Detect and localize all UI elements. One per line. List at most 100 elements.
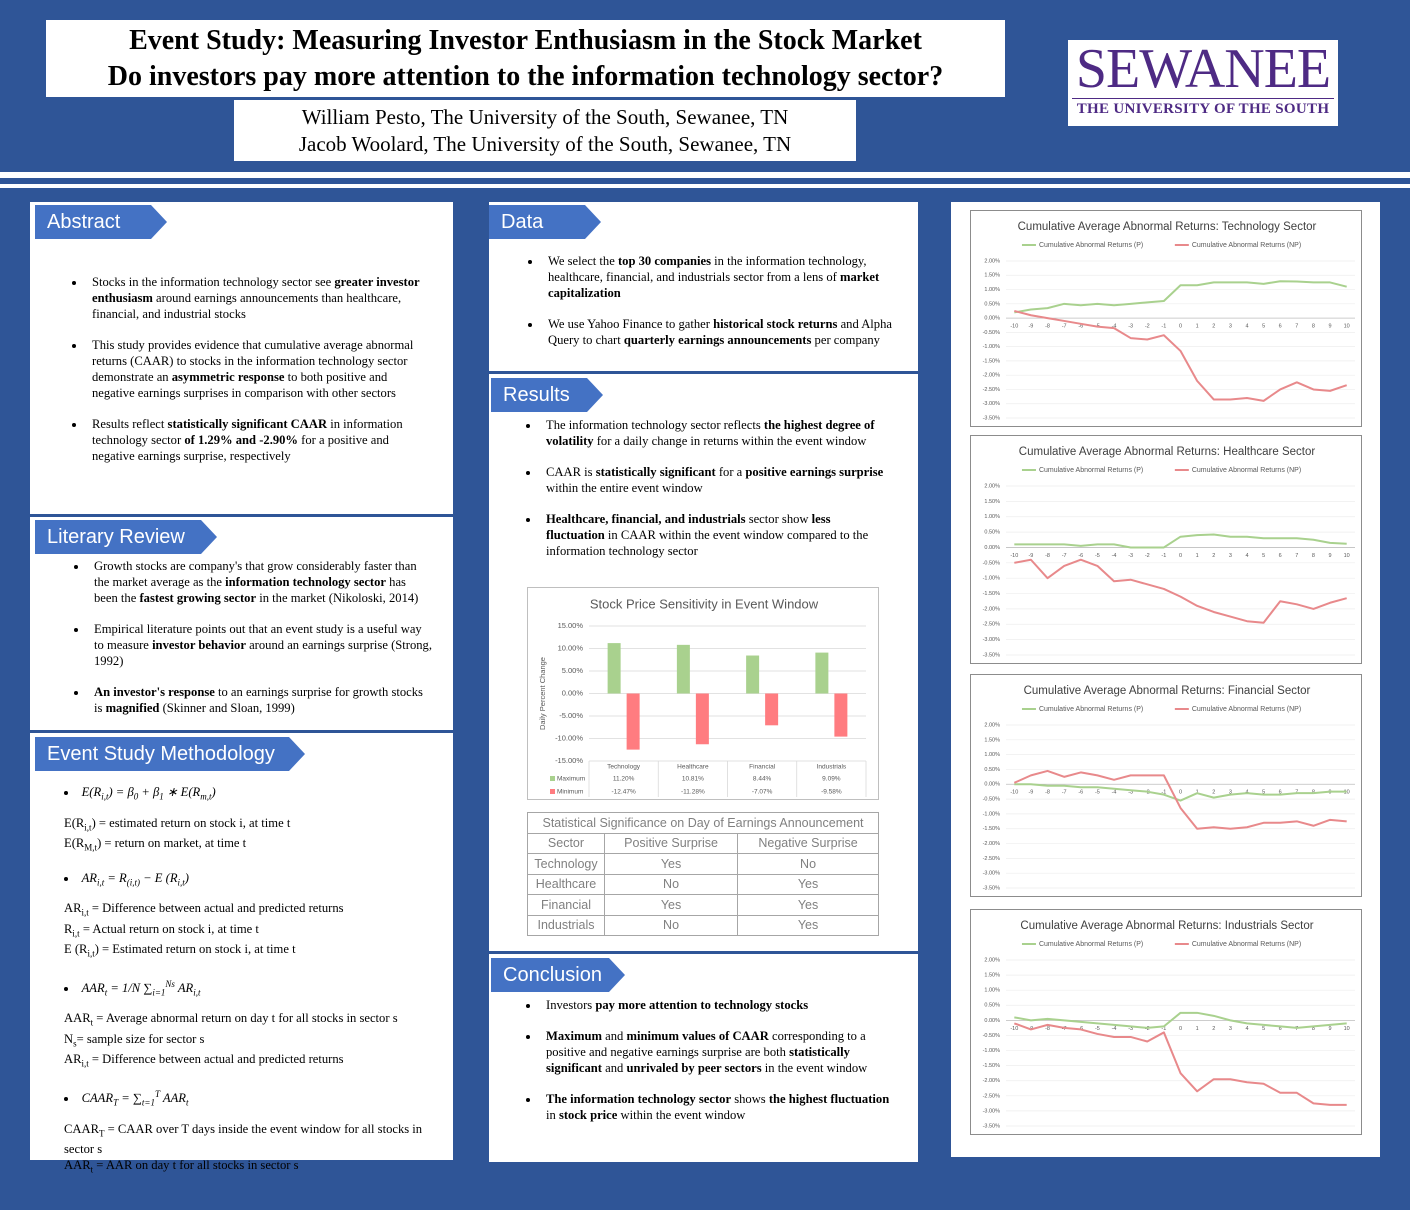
text-run: statistically significant	[595, 465, 716, 479]
text-run: shows	[731, 1092, 769, 1106]
y-tick-label: -5.00%	[559, 711, 583, 720]
text-run: to both positive and negative earnings s…	[92, 370, 396, 400]
data-body: We select the top 30 companies in the in…	[520, 253, 892, 363]
y-tick-label: -2.50%	[983, 1093, 1001, 1099]
bullet: An investor's response to an earnings su…	[88, 684, 432, 716]
text-run: ) = return on market, at time t	[97, 836, 247, 851]
text-run: less fluctuation	[546, 512, 831, 542]
text-run: investor behavior	[152, 638, 246, 652]
y-tick-label: 15.00%	[558, 621, 584, 630]
formula-block: E(Ri,t) = β0 + β1 ∗ E(Rm,t) E(Ri,t) = est…	[30, 784, 440, 856]
text-run: = sample size for sector s	[76, 1031, 205, 1046]
text-run: i,t	[96, 877, 105, 888]
title-line: Event Study: Measuring Investor Enthusia…	[129, 25, 922, 56]
text-run: Empirical literature points out that an …	[94, 622, 422, 652]
text-run: AAR	[64, 1011, 91, 1026]
text-run: t	[104, 987, 108, 998]
x-tick-label: 3	[1229, 1026, 1232, 1032]
text-run: of 1.29% and -2.90%	[184, 433, 299, 447]
x-tick-label: 9	[1329, 790, 1332, 796]
text-run: in	[546, 1108, 559, 1122]
text-run: AAR	[64, 1158, 91, 1173]
line-chart: Cumulative Average Abnormal Returns: Ind…	[970, 909, 1362, 1135]
text-run: s	[73, 1038, 77, 1049]
table-cell: Financial	[527, 894, 605, 916]
x-tick-label: 2	[1212, 1026, 1215, 1032]
formula: ARi,t = R(i,t) − E (Ri,t)	[64, 870, 440, 891]
text-run: The information technology sector	[546, 1092, 732, 1106]
x-tick-label: -7	[1062, 553, 1067, 559]
x-tick-label: -7	[1062, 790, 1067, 796]
text-run: t	[90, 1164, 94, 1175]
x-tick-label: 7	[1295, 324, 1298, 330]
text-run: magnified	[105, 701, 160, 715]
series-line	[1013, 1022, 1347, 1106]
text-run: i,t	[72, 928, 80, 939]
y-tick-label: 0.50%	[984, 530, 1000, 536]
x-tick-label: -8	[1045, 324, 1050, 330]
text-run: and Alpha Query to chart	[548, 317, 892, 347]
table-cell: Yes	[603, 894, 739, 916]
x-tick-label: -10	[1010, 324, 1018, 330]
text-run: around an earnings surprise (Strong, 199…	[94, 638, 433, 668]
formula: AARt = 1/N ∑i=1Ns ARi,t	[64, 976, 440, 1001]
y-tick-label: 5.00%	[562, 666, 584, 675]
x-tick-label: Healthcare	[677, 764, 709, 771]
x-tick-label: 10	[1344, 790, 1350, 796]
value-label: -7.07%	[752, 789, 773, 796]
bar	[815, 652, 829, 694]
chart-title: Cumulative Average Abnormal Returns: Hea…	[1019, 446, 1316, 458]
text-run: E (R	[64, 942, 88, 957]
legend-label: Maximum	[557, 776, 585, 783]
author: Jacob Woolard, The University of the Sou…	[298, 132, 792, 156]
x-tick-label: -2	[1145, 790, 1150, 796]
x-tick-label: 6	[1279, 324, 1282, 330]
x-tick-label: -1	[1161, 553, 1166, 559]
table-row: Technology Yes No	[527, 853, 879, 875]
text-run: pay more attention to technology stocks	[595, 998, 809, 1012]
text-run: fastest growing sector	[139, 591, 257, 605]
x-tick-label: -6	[1078, 553, 1083, 559]
x-tick-label: -1	[1161, 790, 1166, 796]
text-run: ) = Estimated return on stock i, at time…	[94, 942, 296, 957]
series-line	[1013, 769, 1347, 830]
bar	[607, 643, 621, 694]
text-run: This study provides evidence that cumula…	[92, 338, 414, 384]
text-run: has been the	[94, 575, 406, 605]
y-tick-label: -3.50%	[983, 652, 1001, 658]
text-run: statistically significant	[546, 1045, 850, 1075]
divider	[489, 371, 918, 374]
bar	[834, 693, 848, 737]
x-tick-label: 9	[1329, 553, 1332, 559]
legend-label: Cumulative Abnormal Returns (P)	[1039, 467, 1143, 474]
divider	[30, 514, 453, 517]
text-run: 0	[133, 791, 139, 802]
text-run: m,t	[200, 791, 212, 802]
text-run: t	[90, 1017, 94, 1028]
x-tick-label: -3	[1128, 790, 1133, 796]
x-tick-label: -4	[1112, 790, 1117, 796]
text-run: corresponding to a positive and negative…	[546, 1029, 866, 1059]
x-tick-label: 0	[1179, 1026, 1182, 1032]
text-run: The information technology sector reflec…	[546, 418, 764, 432]
series-line	[1014, 558, 1347, 624]
y-tick-label: 0.50%	[984, 301, 1000, 307]
text-run: = Difference between actual and predicte…	[88, 901, 344, 916]
x-tick-label: -2	[1145, 553, 1150, 559]
text-run: i,t	[101, 791, 109, 802]
legend-label: Minimum	[557, 789, 583, 796]
text-run: and	[601, 1061, 627, 1075]
table-row: Industrials No Yes	[527, 914, 879, 936]
text-run: historical stock returns	[713, 317, 838, 331]
y-tick-label: 2.00%	[984, 957, 1000, 963]
definition: E(RM,t) = return on market, at time t	[64, 835, 440, 856]
table-cell: No	[603, 873, 739, 895]
conclusion-body: Investors pay more attention to technolo…	[518, 997, 890, 1138]
x-tick-label: 5	[1262, 553, 1265, 559]
methodology-body: E(Ri,t) = β0 + β1 ∗ E(Rm,t) E(Ri,t) = est…	[30, 784, 440, 1192]
y-tick-label: -2.00%	[983, 841, 1001, 847]
value-label: -11.28%	[681, 789, 705, 796]
value-label: 9.09%	[822, 776, 841, 783]
text-run: We use Yahoo Finance to gather	[548, 317, 714, 331]
